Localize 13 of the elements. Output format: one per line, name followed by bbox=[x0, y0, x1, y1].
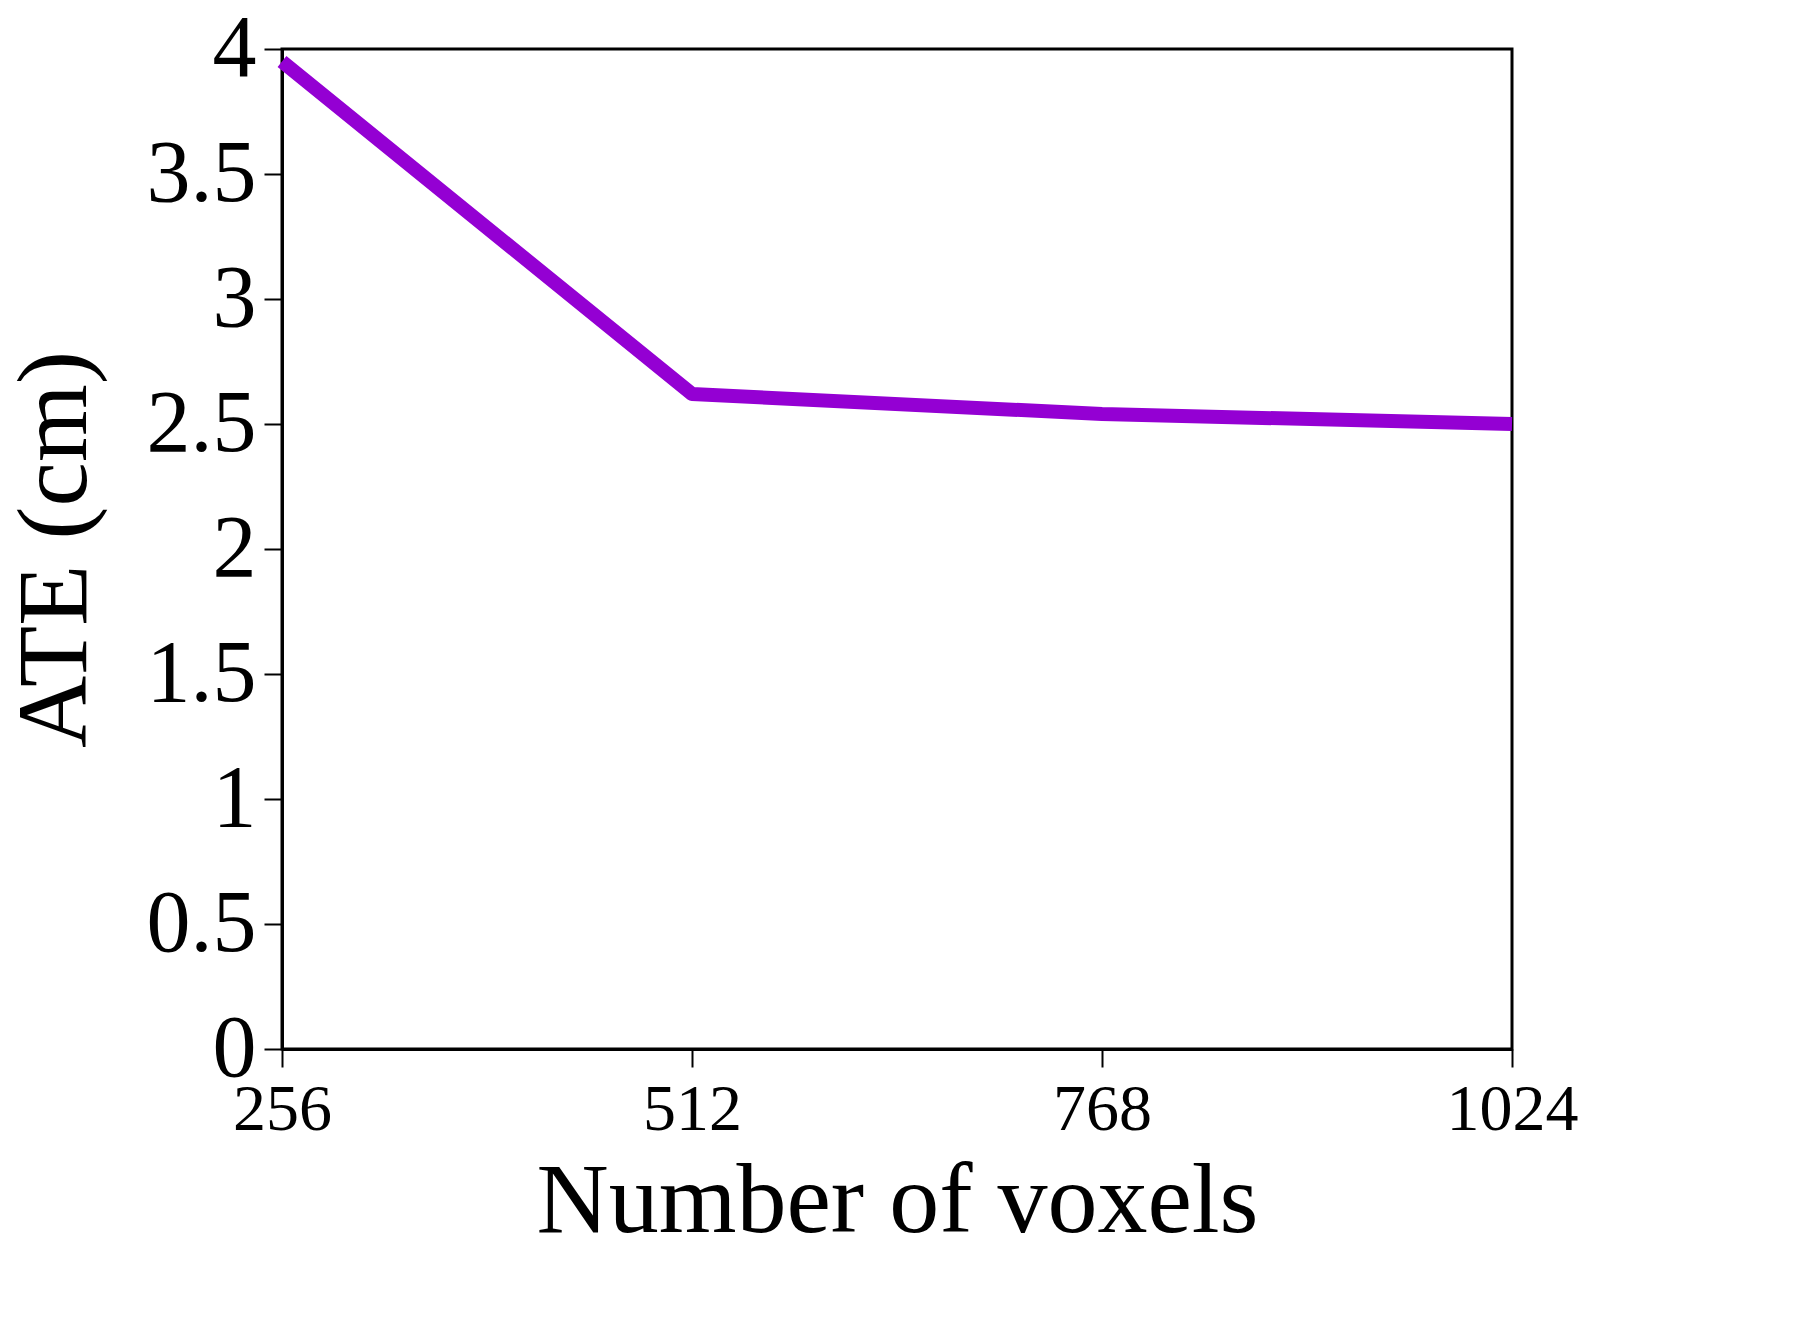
y-tick-label: 2 bbox=[212, 497, 257, 595]
y-tick-label: 4 bbox=[212, 0, 257, 95]
y-tick-label: 1.5 bbox=[146, 622, 257, 720]
x-tick-label: 1024 bbox=[1446, 1070, 1579, 1144]
y-tick-label: 1 bbox=[212, 747, 257, 845]
y-tick-label: 0.5 bbox=[146, 872, 257, 970]
x-tick-label: 512 bbox=[643, 1070, 742, 1144]
x-axis-title: Number of voxels bbox=[536, 1142, 1259, 1254]
y-tick-label: 3 bbox=[212, 247, 257, 345]
y-tick-label: 2.5 bbox=[146, 372, 257, 470]
y-axis-title: ATE (cm) bbox=[0, 350, 108, 749]
x-tick-label: 768 bbox=[1053, 1070, 1152, 1144]
y-tick-label: 3.5 bbox=[146, 122, 257, 220]
